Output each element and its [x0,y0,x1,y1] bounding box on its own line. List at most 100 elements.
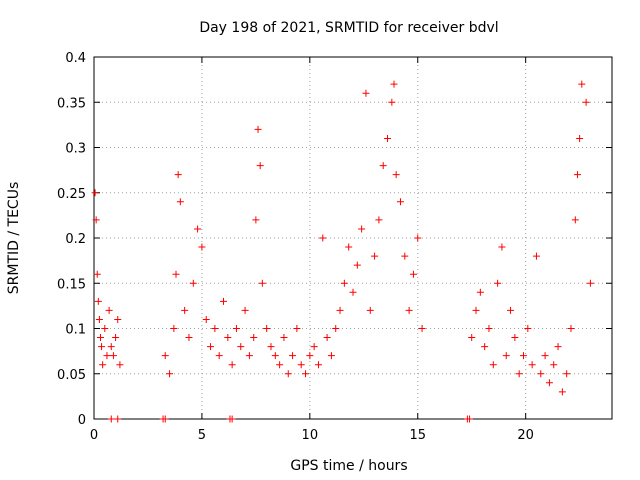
data-point [103,352,111,360]
y-tick-label: 0.2 [65,232,86,247]
data-point [116,361,124,369]
data-point [576,134,584,142]
y-tick-label: 0.4 [65,51,86,66]
series-gaps [107,415,474,423]
data-point [254,125,262,133]
data-point [276,361,284,369]
data-point [189,279,197,287]
data-point [327,352,335,360]
data-point [390,80,398,88]
data-point [161,352,169,360]
data-point [101,325,109,332]
data-point [563,370,571,378]
data-point [256,162,264,170]
data-point [215,352,223,360]
data-point [220,297,227,305]
data-point [114,315,122,323]
data-point [472,306,480,314]
data-point [489,361,497,369]
data-point [528,361,536,369]
data-point [232,325,240,332]
data-point [358,225,366,233]
y-tick-label: 0 [78,413,86,428]
data-point [284,370,292,378]
data-point [332,325,340,332]
data-point [161,415,169,423]
data-point [414,234,422,242]
x-tick-label: 0 [90,428,98,443]
x-tick-label: 15 [409,428,426,443]
data-point [172,270,180,278]
data-point [319,234,327,242]
data-point [375,216,383,224]
data-point [245,352,253,360]
data-point [198,243,206,251]
data-point [314,361,322,369]
data-point [170,325,178,332]
data-point [476,288,484,296]
data-point [99,361,107,369]
data-point [371,252,379,260]
data-point [554,343,562,351]
data-point [267,343,275,351]
data-point [418,325,426,332]
y-tick-label: 0.1 [65,323,86,338]
data-point [558,388,566,396]
data-point [207,343,215,351]
data-point [93,270,101,278]
data-point [105,306,113,314]
data-point [541,352,549,360]
data-point [507,306,515,314]
data-point [109,352,117,360]
data-point [302,370,310,378]
data-point [176,198,184,206]
y-tick-label: 0.25 [57,187,86,202]
data-point [345,243,353,251]
x-tick-label: 5 [198,428,206,443]
data-point [545,379,553,387]
data-point [237,343,245,351]
data-point [573,171,581,179]
data-point [498,243,506,251]
data-point [353,261,361,269]
data-point [289,352,297,360]
y-tick-label: 0.15 [57,277,86,292]
x-tick-label: 20 [517,428,534,443]
data-point [185,334,193,342]
data-point [502,352,510,360]
data-point [485,325,493,332]
data-point [202,315,210,323]
data-point [396,198,404,206]
data-point [550,361,558,369]
x-tick-label: 10 [302,428,319,443]
series-SRMTID [91,80,594,396]
data-point [349,288,357,296]
data-point [537,370,545,378]
data-point [280,334,288,342]
data-point [582,98,590,106]
y-axis-label: SRMTID / TECUs [6,182,22,295]
data-point [293,325,301,332]
x-axis-label: GPS time / hours [290,458,407,474]
data-point [481,343,489,351]
y-tick-label: 0.05 [57,368,86,383]
data-point [98,343,106,351]
data-point [241,306,249,314]
data-point [306,352,314,360]
data-point [94,297,102,305]
data-point [252,216,260,224]
chart-title: Day 198 of 2021, SRMTID for receiver bdv… [199,20,498,36]
data-point [112,334,120,342]
data-point [362,89,370,97]
data-point [323,334,331,342]
data-point [340,279,348,287]
y-tick-label: 0.35 [57,96,86,111]
data-point [263,325,271,332]
data-point [466,415,474,423]
data-point [211,325,219,332]
data-point [92,216,100,224]
data-point [578,80,586,88]
data-point [520,352,528,360]
data-point [388,98,396,106]
